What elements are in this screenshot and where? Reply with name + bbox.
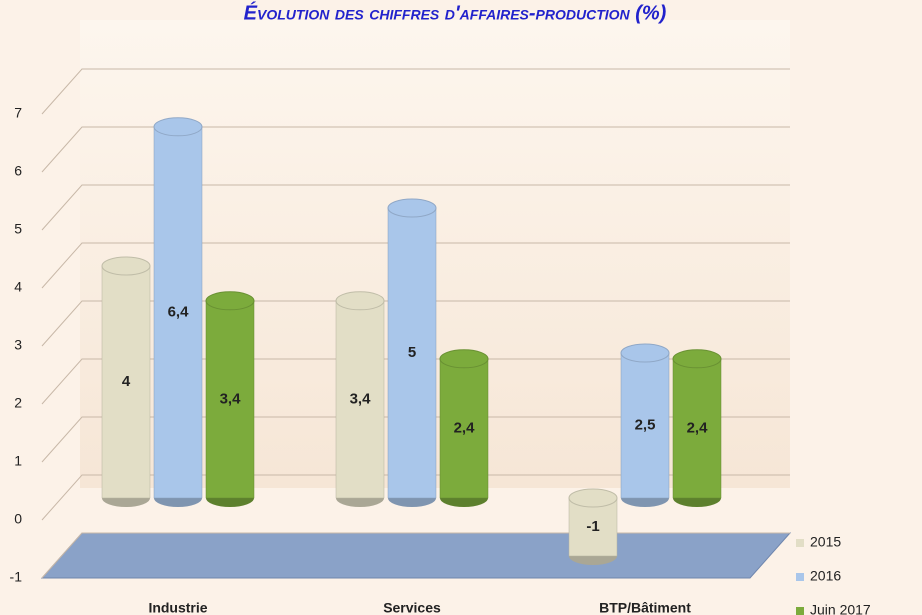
bar-cap <box>672 349 722 369</box>
bar <box>568 497 618 557</box>
grid-line <box>41 184 790 231</box>
grid-line <box>41 126 790 173</box>
bar <box>101 265 151 499</box>
grid-line <box>41 68 790 115</box>
legend-marker <box>796 539 804 547</box>
legend-label: 2016 <box>810 568 841 584</box>
bar <box>620 352 670 499</box>
value-label: 4 <box>122 373 131 390</box>
floor <box>40 532 792 579</box>
bar-cap <box>205 291 255 311</box>
value-label: 6,4 <box>168 303 190 320</box>
value-label: 2,4 <box>454 419 476 436</box>
bar <box>672 358 722 499</box>
grid-line <box>41 242 790 289</box>
bar-cap <box>439 349 489 369</box>
bar-cap <box>153 117 203 137</box>
legend-marker <box>796 607 804 615</box>
value-label: 3,4 <box>350 390 372 407</box>
value-label: 2,5 <box>635 416 656 433</box>
legend-label: 2015 <box>810 534 841 550</box>
bar <box>439 358 489 499</box>
y-tick-label: 3 <box>14 337 22 353</box>
y-tick-label: 4 <box>14 279 22 295</box>
bar-cap <box>620 343 670 363</box>
bar <box>205 300 255 499</box>
y-tick-label: 0 <box>14 511 22 527</box>
grid-line <box>41 474 790 521</box>
grid-line <box>41 416 790 463</box>
x-tick-label: Services <box>383 600 441 615</box>
value-label: 2,4 <box>687 419 709 436</box>
bar-cap <box>387 198 437 218</box>
grid-line <box>41 358 790 405</box>
y-tick-label: 1 <box>14 453 22 469</box>
value-label: -1 <box>586 518 599 535</box>
grid-line <box>41 300 790 347</box>
bar-cap <box>335 291 385 311</box>
bar-cap <box>101 256 151 276</box>
y-tick-label: 7 <box>14 105 22 121</box>
x-tick-label: BTP/Bâtiment <box>599 600 691 615</box>
legend-marker <box>796 573 804 581</box>
legend-label: Juin 2017 <box>810 602 871 615</box>
y-tick-label: 5 <box>14 221 22 237</box>
grid-line <box>41 532 790 579</box>
y-tick-label: -1 <box>10 569 23 585</box>
y-tick-label: 6 <box>14 163 22 179</box>
value-label: 3,4 <box>220 390 242 407</box>
chart-title: Évolution des chiffres d'affaires-produc… <box>244 1 667 24</box>
bar <box>335 300 385 499</box>
bar <box>387 207 437 499</box>
bar <box>153 126 203 499</box>
value-label: 5 <box>408 344 416 361</box>
bar-cap <box>568 488 618 508</box>
x-tick-label: Industrie <box>148 600 207 615</box>
y-tick-label: 2 <box>14 395 22 411</box>
